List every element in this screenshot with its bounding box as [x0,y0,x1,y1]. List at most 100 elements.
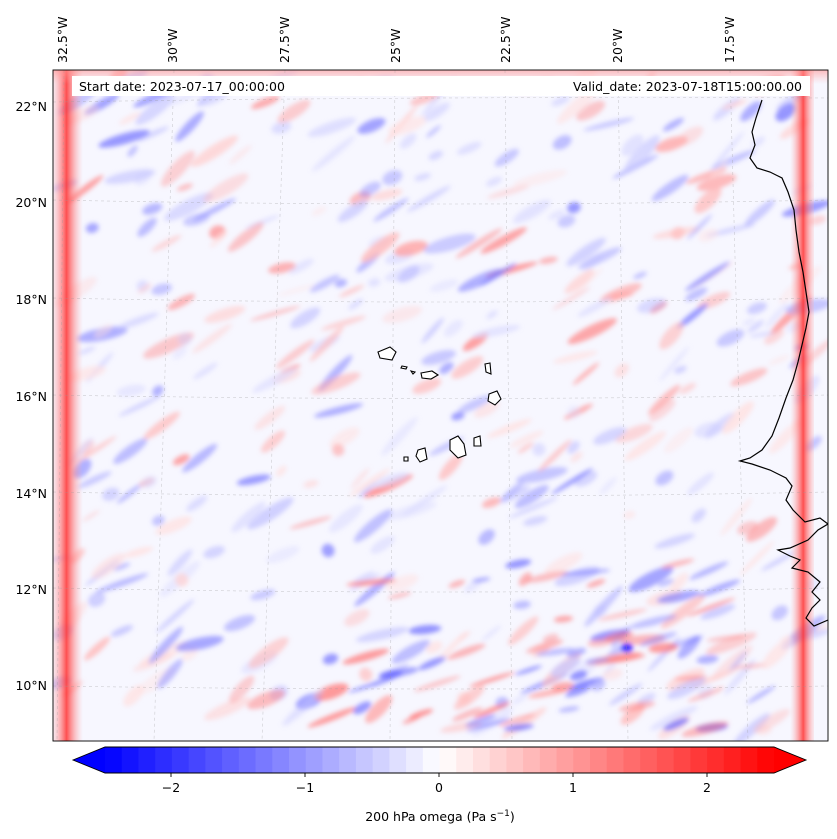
field-blob [494,148,519,167]
field-blob [569,670,588,681]
field-blob [339,284,365,298]
field-blob [137,283,152,294]
colorbar-level [740,747,758,773]
left-edge-band [53,70,83,741]
field-blob [266,546,300,564]
field-blob [639,631,677,647]
field-blob [744,199,775,227]
field-blob [368,278,381,287]
field-blob [553,350,598,364]
field-blob [633,271,647,280]
field-blob [513,600,531,610]
field-blob [413,675,461,692]
colorbar-tick-label: 1 [569,780,577,795]
field-blob [438,453,463,480]
field-blob [507,616,539,646]
colorbar-ticks [170,773,708,777]
field-blob [414,173,431,181]
cape-verde-islands [377,346,502,463]
field-blob [654,533,695,549]
field-blob [382,305,423,323]
field-blob [566,647,587,658]
field-blob [342,648,390,665]
field-blob [110,625,133,637]
field-blob [314,683,349,701]
field-blob [539,256,558,264]
field-blob [637,297,667,314]
colorbar-level [439,747,457,773]
field-blob [117,312,159,330]
field-blob [764,329,784,345]
colorbar-level [121,747,140,773]
field-blob [514,485,549,509]
field-blob [275,339,315,369]
field-blob [575,100,606,121]
field-peak [621,643,633,653]
colorbar-level [322,747,340,773]
field-blob [553,615,573,623]
field-blob [564,269,595,294]
field-blob [236,474,271,486]
field-blob [747,302,767,315]
field-blob [203,545,225,559]
field-blob [614,363,629,378]
field-blob [609,683,643,706]
field-blob [349,468,390,497]
field-blob [472,577,491,583]
field-blob [268,262,296,274]
field-blob [391,639,431,664]
field-blob [739,541,775,576]
field-blob [583,117,634,131]
field-blob [344,609,370,627]
field-blob [571,267,603,298]
field-blob [761,637,793,669]
colorbar-level [590,747,608,773]
field-blob [151,283,173,295]
field-blob [102,487,120,501]
lat-label: 22°N [15,99,47,114]
lon-label: 25°W [388,28,403,63]
field-blob [277,284,316,297]
gridlines [53,70,828,741]
field-blob [247,497,294,530]
field-blob [544,552,583,576]
field-blob [426,125,441,138]
field-blob [572,362,600,386]
lat-label: 10°N [15,678,47,693]
colorbar-level [757,747,775,773]
field-blob [400,133,417,149]
field-blob [453,685,485,710]
colorbar-level [406,747,424,773]
colorbar: −2 −1 0 1 2 200 hPa omega (Pa s−1) [71,746,808,824]
map-panel [53,70,828,741]
field-blob [352,571,375,584]
colorbar-tick-label: −2 [162,780,180,795]
field-blob [513,199,551,224]
field-blob [81,510,100,522]
field-blob [348,298,364,310]
field-blob [167,293,195,311]
colorbar-level [506,747,524,773]
colorbar-label: 200 hPa omega (Pa s−1) [365,809,515,824]
field-blob [687,597,736,617]
field-blob [771,605,788,621]
field-blob [471,324,521,338]
field-blob [91,553,125,579]
field-blob [700,604,736,620]
colorbar-level [523,747,541,773]
africa-coastline [737,99,828,627]
field-blob [164,192,214,221]
field-blob [466,717,511,732]
field-blob [119,112,141,125]
field-blob [178,332,192,346]
field-blob [176,183,193,192]
field-blob [228,675,255,704]
field-blob [250,589,276,601]
field-blob [423,233,476,254]
field-blob [598,608,648,621]
field-blob [276,465,287,477]
field-blob [314,403,364,418]
field-blob [135,93,176,126]
colorbar-extend-low [73,747,105,773]
